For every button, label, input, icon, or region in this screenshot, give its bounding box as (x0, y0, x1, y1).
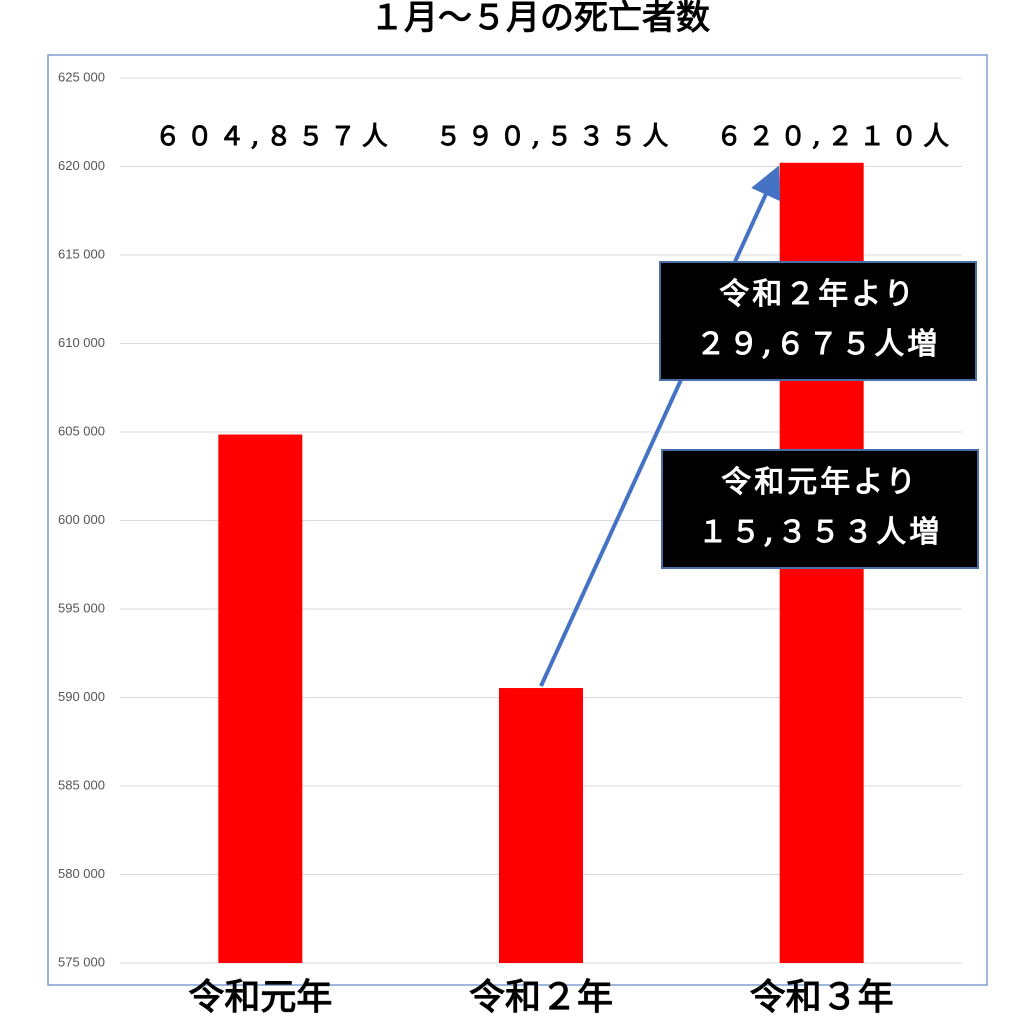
y-tick-label: 590 000 (58, 689, 105, 704)
annotation-text: １５,３５３人増 (698, 515, 942, 550)
x-tick-label: 令和元年 (188, 976, 332, 1018)
x-tick-label: 令和３年 (750, 976, 894, 1018)
y-tick-label: 575 000 (58, 954, 105, 969)
y-tick-label: 605 000 (58, 423, 105, 438)
value-label: ６０４,８５７人 (155, 122, 394, 152)
annotation-text: 令和２年より (719, 277, 916, 312)
chart-title: １月～５月の死亡者数 (370, 0, 710, 38)
value-label: ６２０,２１０人 (716, 122, 955, 152)
annotation-text: ２９,６７５人増 (696, 327, 940, 362)
y-tick-label: 610 000 (58, 335, 105, 350)
y-tick-label: 625 000 (58, 69, 105, 84)
annotation-box (659, 261, 977, 381)
annotation-box (661, 449, 979, 569)
value-label: ５９０,５３５人 (435, 122, 674, 152)
bar (218, 434, 303, 963)
y-tick-label: 585 000 (58, 777, 105, 792)
annotation-text: 令和元年より (721, 465, 918, 500)
arrow (539, 165, 781, 687)
x-tick-label: 令和２年 (469, 976, 613, 1018)
y-tick-label: 580 000 (58, 866, 105, 881)
y-tick-label: 595 000 (58, 600, 105, 615)
plot-frame (47, 54, 988, 986)
y-tick-label: 620 000 (58, 158, 105, 173)
bar (499, 688, 583, 963)
y-tick-label: 615 000 (58, 246, 105, 261)
y-tick-label: 600 000 (58, 512, 105, 527)
